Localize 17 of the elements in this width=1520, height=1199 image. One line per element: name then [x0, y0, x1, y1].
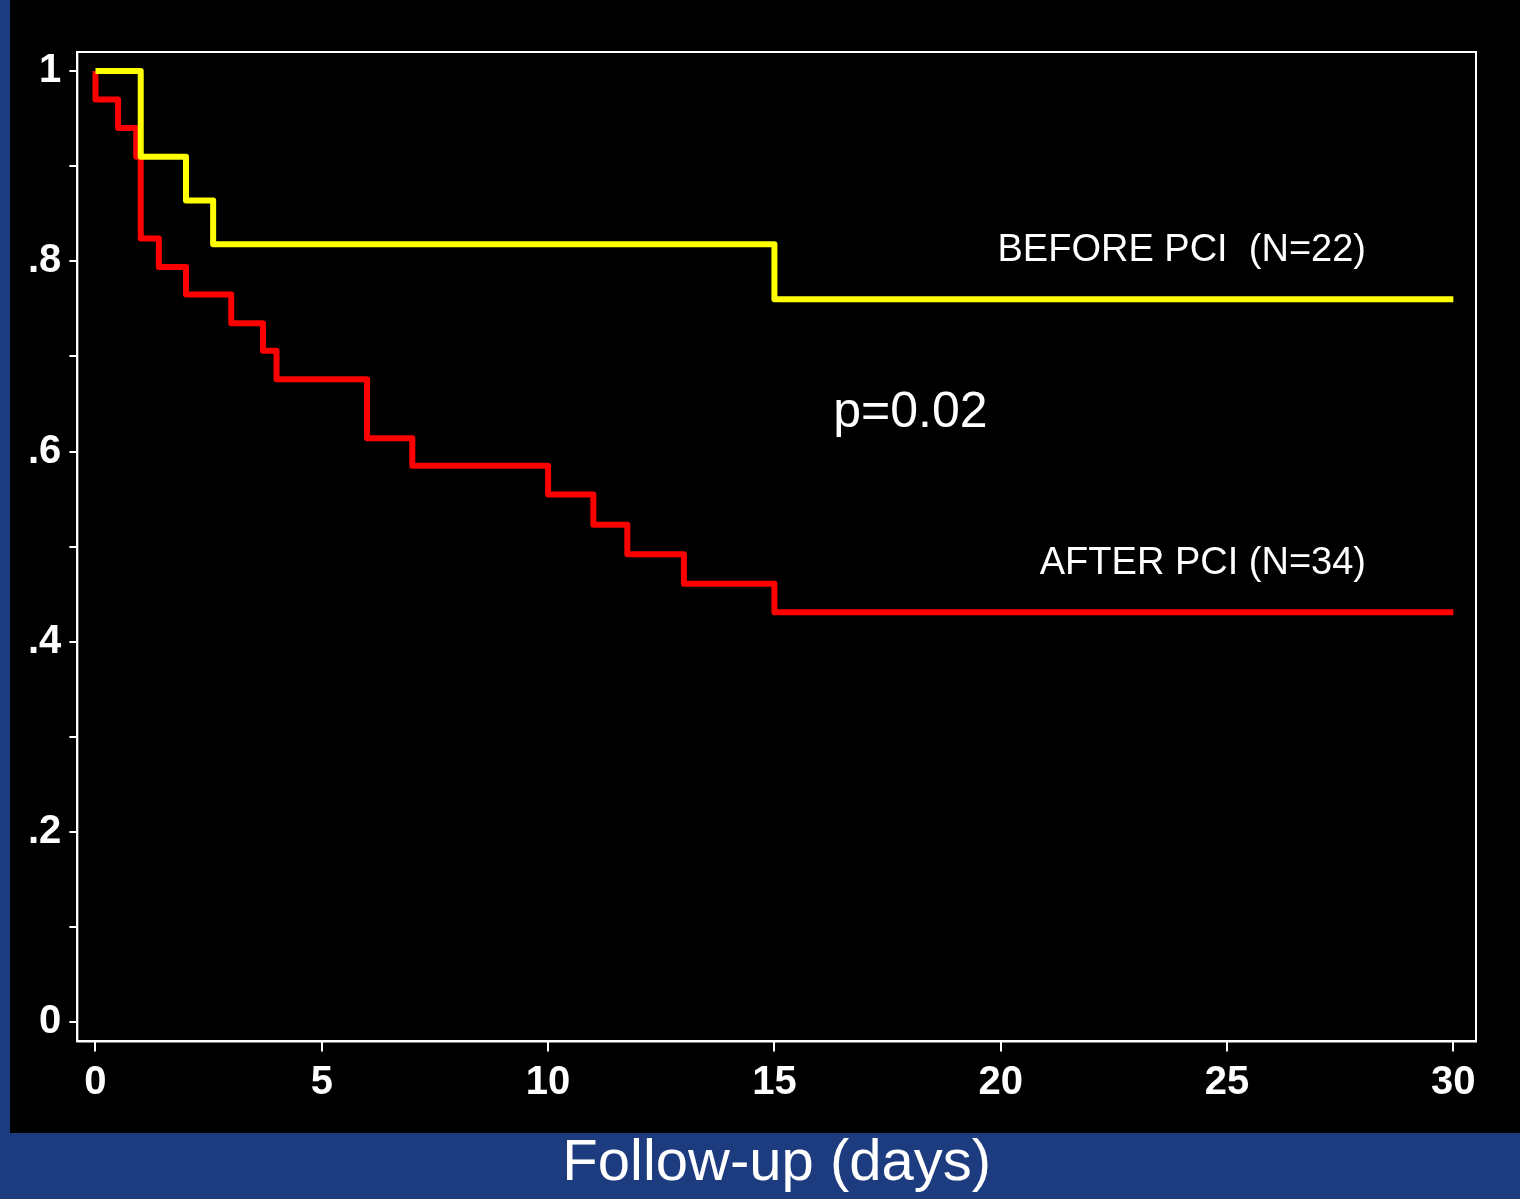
annotation: p=0.02 — [833, 382, 988, 439]
y-tick-label: .6 — [28, 426, 62, 471]
y-tick-label: 1 — [39, 46, 62, 91]
x-tick-label: 0 — [84, 1058, 107, 1103]
x-tick-label: 25 — [1204, 1058, 1250, 1103]
series-label: AFTER PCI (N=34) — [1039, 539, 1366, 582]
y-tick-label: .8 — [28, 236, 62, 281]
series-label: BEFORE PCI (N=22) — [997, 226, 1366, 269]
x-tick-label: 5 — [310, 1058, 333, 1103]
x-tick-label: 10 — [525, 1058, 571, 1103]
y-tick-label: .4 — [28, 616, 63, 661]
x-tick-label: 20 — [978, 1058, 1023, 1103]
x-tick-label: 30 — [1431, 1058, 1476, 1103]
y-tick-label: .2 — [28, 807, 62, 852]
y-tick-label: 0 — [39, 997, 62, 1042]
x-tick-label: 15 — [752, 1058, 797, 1103]
x-axis-title: Follow-up (days) — [562, 1127, 992, 1193]
